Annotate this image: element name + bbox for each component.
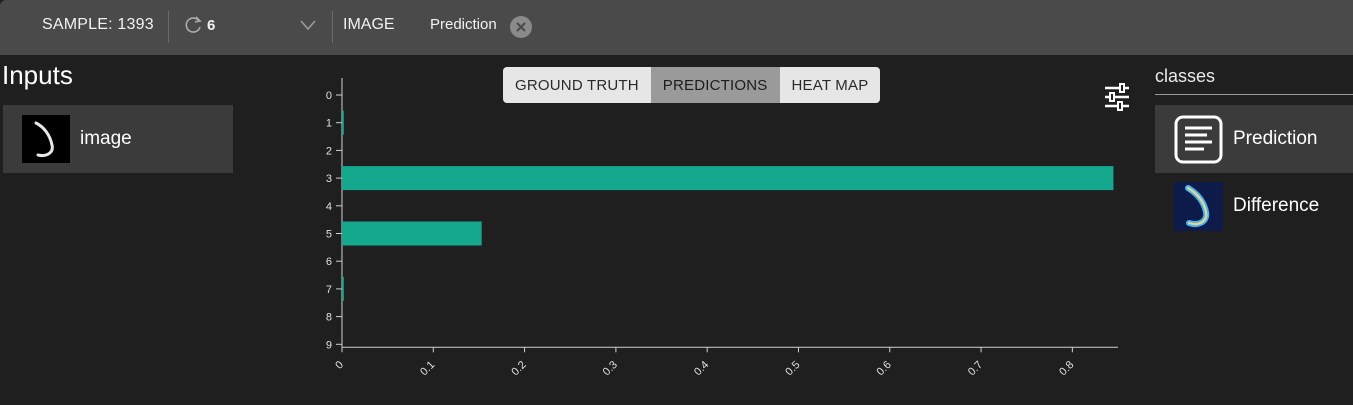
difference-thumbnail <box>1174 181 1223 231</box>
classes-title: classes <box>1155 66 1216 86</box>
x-tick-label: 0.6 <box>875 359 894 378</box>
chevron-down-icon[interactable] <box>299 18 317 32</box>
y-tick-label: 9 <box>326 339 332 351</box>
x-tick-label: 0.5 <box>783 359 802 378</box>
classes-divider <box>1155 94 1353 95</box>
y-tick-label: 6 <box>326 256 332 268</box>
top-toolbar: SAMPLE: 1393 6 IMAGE Prediction <box>0 0 1353 55</box>
x-tick-label: 0.2 <box>509 359 528 378</box>
prediction-tag[interactable]: Prediction <box>430 16 497 33</box>
x-tick-label: 0.4 <box>692 359 711 378</box>
view-toggle: GROUND TRUTH PREDICTIONS HEAT MAP <box>503 67 881 103</box>
refresh-icon <box>185 16 202 33</box>
toolbar-divider <box>168 11 169 43</box>
toolbar-divider <box>332 11 333 43</box>
class-item-label: Prediction <box>1233 128 1318 149</box>
y-tick-label: 7 <box>326 284 332 296</box>
bar <box>342 166 1114 191</box>
refresh-count: 6 <box>207 16 216 34</box>
y-tick-label: 1 <box>326 118 332 130</box>
x-tick-label: 0.1 <box>418 359 437 378</box>
refresh-button[interactable]: 6 <box>182 14 215 36</box>
sample-label: SAMPLE: 1393 <box>42 16 154 33</box>
class-item-label: Difference <box>1233 195 1320 216</box>
tab-predictions[interactable]: PREDICTIONS <box>650 67 780 103</box>
input-item-image[interactable]: image <box>3 105 233 173</box>
x-tick-label: 0 <box>333 359 346 372</box>
close-icon[interactable] <box>510 16 532 38</box>
tune-icon[interactable] <box>1103 83 1131 111</box>
y-tick-label: 0 <box>326 90 332 102</box>
bar <box>342 110 344 135</box>
inputs-title: Inputs <box>2 60 73 90</box>
input-item-label: image <box>80 128 132 149</box>
bar <box>342 276 344 301</box>
y-tick-label: 5 <box>326 229 332 241</box>
y-tick-label: 2 <box>326 145 332 157</box>
x-tick-label: 0.8 <box>1057 359 1076 378</box>
image-field-label[interactable]: IMAGE <box>343 16 395 33</box>
y-tick-label: 3 <box>326 173 332 185</box>
class-item-difference[interactable]: Difference <box>1155 172 1353 240</box>
y-tick-label: 4 <box>326 201 332 213</box>
image-thumbnail <box>22 115 70 163</box>
x-tick-label: 0.7 <box>966 359 985 378</box>
document-lines-icon <box>1174 115 1223 163</box>
y-tick-label: 8 <box>326 312 332 324</box>
x-tick-label: 0.3 <box>601 359 620 378</box>
class-item-prediction[interactable]: Prediction <box>1155 105 1353 173</box>
bar <box>342 221 482 246</box>
tab-ground-truth[interactable]: GROUND TRUTH <box>503 67 651 103</box>
tab-heat-map[interactable]: HEAT MAP <box>779 67 881 103</box>
